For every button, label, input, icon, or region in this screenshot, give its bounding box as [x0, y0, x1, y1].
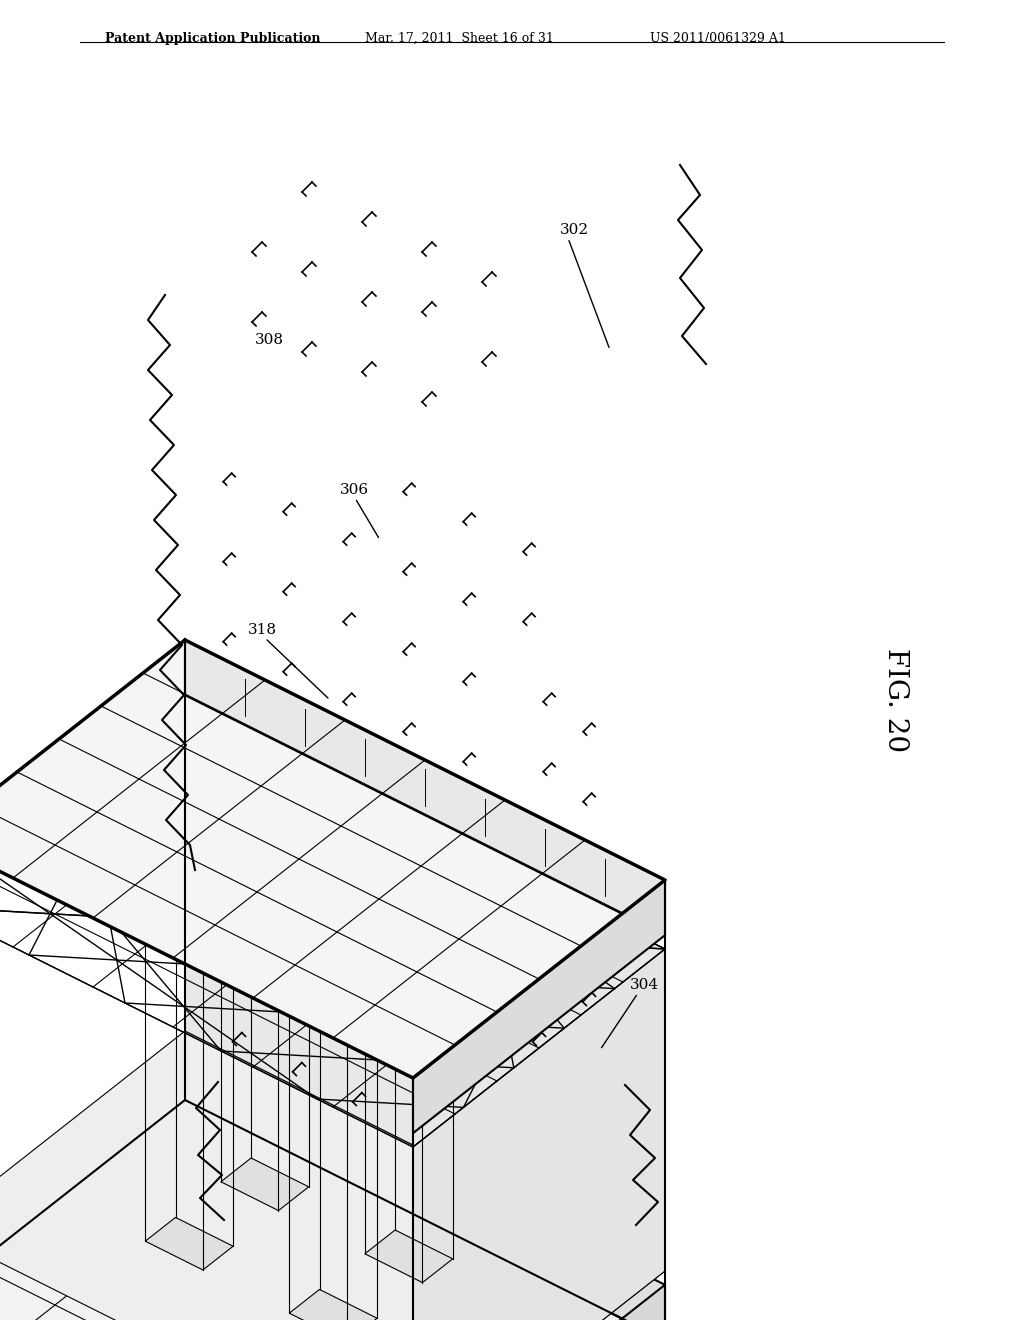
- Polygon shape: [185, 1045, 665, 1320]
- Text: US 2011/0061329 A1: US 2011/0061329 A1: [650, 32, 785, 45]
- Text: 318: 318: [248, 623, 278, 638]
- Polygon shape: [145, 895, 233, 948]
- Polygon shape: [0, 640, 665, 1078]
- Polygon shape: [221, 836, 308, 888]
- Text: 304: 304: [630, 978, 659, 993]
- Polygon shape: [145, 1217, 233, 1270]
- Polygon shape: [413, 949, 665, 1320]
- Polygon shape: [0, 1031, 665, 1320]
- Text: 306: 306: [340, 483, 369, 498]
- Text: Mar. 17, 2011  Sheet 16 of 31: Mar. 17, 2011 Sheet 16 of 31: [365, 32, 554, 45]
- Text: FIG. 20: FIG. 20: [882, 648, 908, 752]
- Polygon shape: [185, 709, 665, 1271]
- Text: 308: 308: [255, 333, 284, 347]
- Polygon shape: [413, 880, 665, 1133]
- Text: 302: 302: [560, 223, 589, 238]
- Text: Patent Application Publication: Patent Application Publication: [105, 32, 321, 45]
- Polygon shape: [221, 1158, 308, 1210]
- Polygon shape: [365, 1230, 453, 1283]
- Polygon shape: [290, 968, 377, 1020]
- Polygon shape: [0, 1100, 665, 1320]
- Polygon shape: [365, 908, 453, 961]
- Polygon shape: [185, 640, 665, 935]
- Polygon shape: [413, 1284, 665, 1320]
- Polygon shape: [290, 1290, 377, 1320]
